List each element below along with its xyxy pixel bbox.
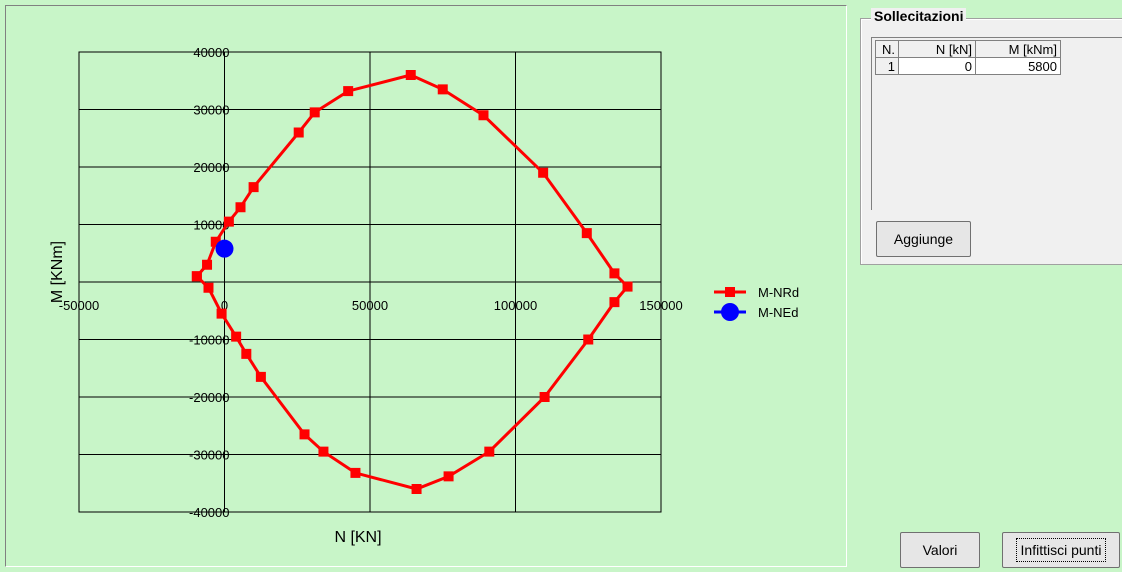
data-point-M-NRd <box>255 371 266 382</box>
chart-panel: -50000 0 50000 100000 150000 -40000 -30000 -200… <box>5 5 847 567</box>
densify-points-button[interactable]: Infittisci punti <box>1002 532 1120 568</box>
y-tick-label: 30000 <box>193 103 229 118</box>
loads-grid[interactable]: N. N [kN] M [kNm] 1 0 5800 <box>871 37 1122 210</box>
y-tick-label: -10000 <box>189 333 229 348</box>
data-point-M-NRd <box>622 281 633 292</box>
y-tick-label: 10000 <box>193 218 229 233</box>
legend-marker <box>721 303 739 321</box>
x-tick-label: -50000 <box>59 298 99 313</box>
table-row[interactable]: 1 0 5800 <box>875 57 1061 75</box>
group-title: Sollecitazioni <box>871 8 967 24</box>
data-point-M-NRd <box>223 216 234 227</box>
y-tick-label: -30000 <box>189 448 229 463</box>
chart: -50000 0 50000 100000 150000 -40000 -30000 -200… <box>49 45 799 546</box>
sollecitazioni-group: Sollecitazioni N. N [kN] M [kNm] 1 0 580… <box>860 8 1122 265</box>
data-point-M-NRd <box>405 70 416 80</box>
cell-n[interactable]: 0 <box>898 57 976 75</box>
y-tick-label: 20000 <box>193 160 229 175</box>
data-point-M-NRd <box>210 236 221 247</box>
legend-marker <box>725 287 735 297</box>
data-point-M-NRd <box>583 334 594 345</box>
data-point-M-NRd <box>248 182 259 193</box>
cell-m[interactable]: 5800 <box>975 57 1061 75</box>
y-axis-label: M [KNm] <box>49 241 66 303</box>
legend-label: M-NRd <box>758 285 799 300</box>
data-point-M-NRd <box>350 467 361 478</box>
data-point-M-NRd <box>538 167 549 178</box>
data-point-M-NRd <box>609 268 620 279</box>
loads-table[interactable]: N. N [kN] M [kNm] 1 0 5800 <box>875 40 1061 75</box>
cell-index: 1 <box>875 57 899 75</box>
data-point-M-NRd <box>343 86 354 97</box>
data-point-M-NRd <box>443 471 454 482</box>
data-point-M-NRd <box>216 308 227 319</box>
col-header-n: N [kN] <box>898 40 976 58</box>
data-point-M-NRd <box>203 282 214 293</box>
data-point-M-NRd <box>437 84 448 95</box>
y-tick-label: -40000 <box>189 505 229 520</box>
data-point-M-NRd <box>318 446 329 457</box>
values-button[interactable]: Valori <box>900 532 980 568</box>
y-tick-label: -20000 <box>189 390 229 405</box>
x-axis-label: N [KN] <box>334 529 381 546</box>
data-point-M-NRd <box>241 348 252 359</box>
y-tick-label: 40000 <box>193 45 229 60</box>
x-tick-label: 50000 <box>352 298 388 313</box>
data-point-M-NRd <box>235 202 246 213</box>
data-point-M-NRd <box>191 271 202 282</box>
data-point-M-NRd <box>484 446 495 457</box>
data-point-M-NRd <box>202 259 213 270</box>
data-point-M-NRd <box>478 110 489 121</box>
side-panel: Sollecitazioni N. N [kN] M [kNm] 1 0 580… <box>855 5 1122 572</box>
x-tick-label: 100000 <box>494 298 537 313</box>
densify-points-label: Infittisci punti <box>1015 538 1107 562</box>
data-point-M-NRd <box>299 429 310 440</box>
data-point-M-NRd <box>539 392 550 402</box>
x-tick-label: 150000 <box>639 298 682 313</box>
data-point-M-NRd <box>411 484 422 494</box>
data-point-M-NRd <box>309 107 320 118</box>
col-header-m: M [kNm] <box>975 40 1061 58</box>
x-tick-label: 0 <box>221 298 228 313</box>
legend-label: M-NEd <box>758 305 798 320</box>
data-point-M-NRd <box>581 228 592 239</box>
data-point-M-NRd <box>609 297 620 308</box>
add-button[interactable]: Aggiunge <box>876 221 971 257</box>
data-point-M-NRd <box>231 331 242 342</box>
col-header-index: N. <box>875 40 899 58</box>
data-point-M-NRd <box>293 127 304 138</box>
data-point-M-NEd <box>215 239 234 258</box>
